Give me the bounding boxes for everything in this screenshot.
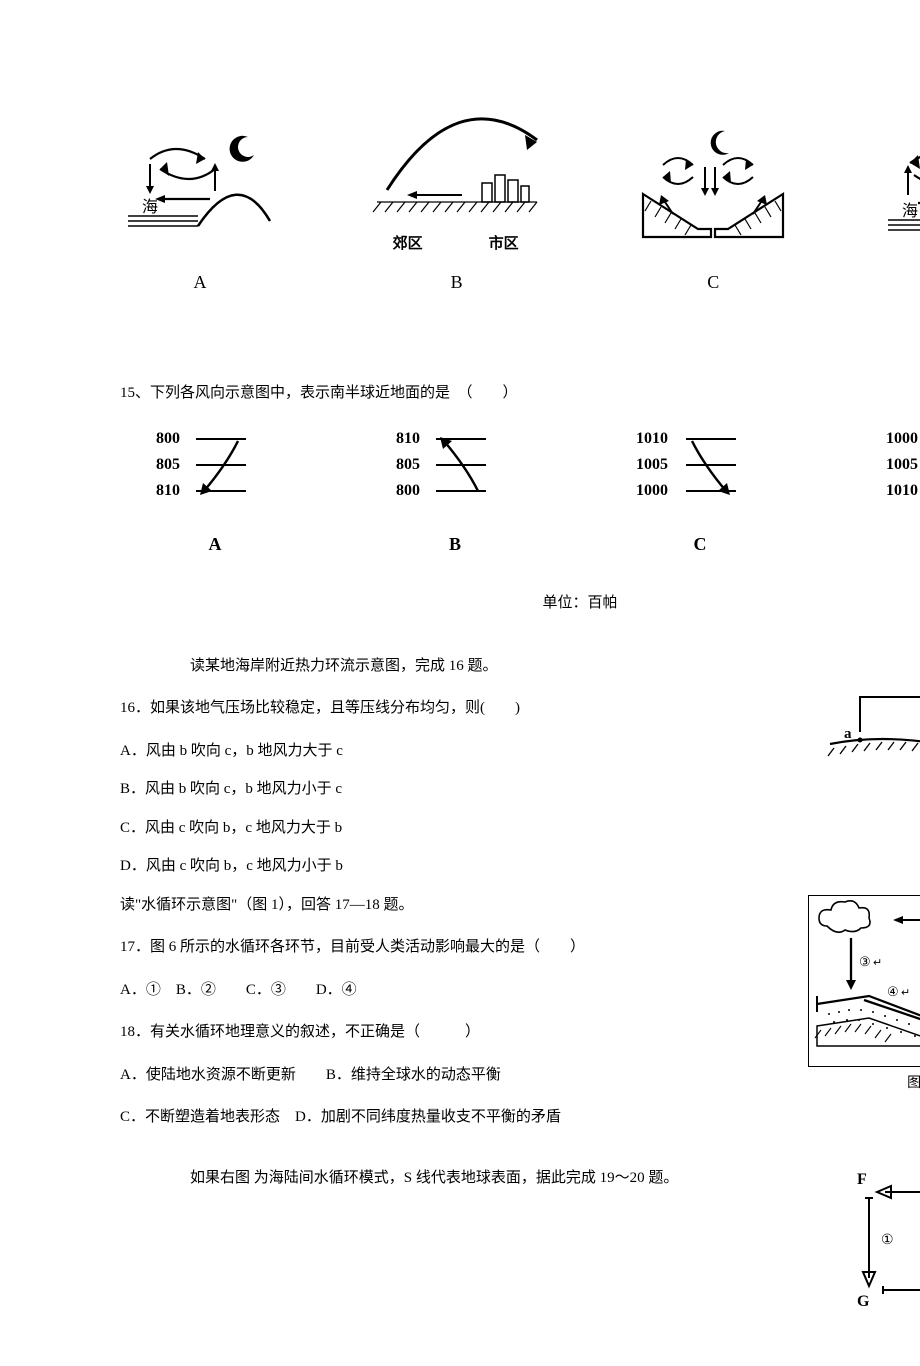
q17-text: 17．图 6 所示的水循环各环节，目前受人类活动影响最大的是（ ） (120, 933, 920, 962)
svg-text:F: F (857, 1171, 867, 1188)
q15-unit: 单位：百帕 (120, 589, 920, 618)
svg-text:a: a (844, 726, 852, 742)
sea-label-d: 海 (902, 202, 918, 220)
q19-figure: F E G H S ④ ① ③ ② (845, 1166, 920, 1327)
city-label: 市区 (489, 230, 519, 259)
svg-text:800: 800 (156, 430, 180, 447)
fig1-caption: 图 1↵ (808, 1071, 920, 1098)
svg-text:↵: ↵ (901, 987, 910, 999)
q16-figure: a b c (820, 652, 920, 813)
q14-panel-b: 郊区 市区 B (367, 90, 547, 299)
q14-panel-c-svg (633, 119, 793, 259)
q14-panel-d: 海 D (880, 119, 920, 299)
svg-text:1000: 1000 (636, 482, 668, 499)
suburb-label: 郊区 (393, 230, 423, 259)
svg-text:800: 800 (396, 482, 420, 499)
svg-text:805: 805 (156, 456, 180, 473)
q18-text: 18．有关水循环地理意义的叙述，不正确是（ ） (120, 1018, 920, 1047)
q16-intro: 读某地海岸附近热力环流示意图，完成 16 题。 (120, 652, 920, 681)
svg-text:③: ③ (859, 954, 871, 969)
q16-opt-a: A．风由 b 吹向 c，b 地风力大于 c (120, 737, 920, 766)
svg-text:1005: 1005 (886, 456, 918, 473)
q16-opt-b: B．风由 b 吹向 c，b 地风力小于 c (120, 775, 920, 804)
q17-intro: 读"水循环示意图"（图 1），回答 17—18 题。 (120, 891, 920, 920)
q18-opts-line1: A．使陆地水资源不断更新 B．维持全球水的动态平衡 (120, 1061, 920, 1090)
q15-figure-row: 800 805 810 A 810 805 800 B 1010 1005 (150, 421, 920, 561)
q15-panel-c: 1010 1005 1000 C (630, 421, 770, 561)
svg-text:1000: 1000 (886, 430, 918, 447)
q15-text: 15、下列各风向示意图中，表示南半球近地面的是 （ ） (120, 379, 920, 408)
svg-text:1010: 1010 (886, 482, 918, 499)
q17-opts: A．① B．② C．③ D．④ (120, 976, 920, 1005)
svg-text:810: 810 (396, 430, 420, 447)
svg-text:G: G (857, 1293, 870, 1310)
q16-text: 16．如果该地气压场比较稳定，且等压线分布均匀，则( ) (120, 694, 920, 723)
q15-panel-a: 800 805 810 A (150, 421, 280, 561)
q14-panel-c: C (633, 119, 793, 299)
sea-label: 海 (142, 198, 158, 216)
q15-panel-b: 810 805 800 B (390, 421, 520, 561)
q15-panel-d: 1000 1005 1010 D (880, 421, 920, 561)
q14-cap-c: C (707, 265, 719, 299)
q14-cap-b: B (451, 265, 463, 299)
q14-panel-a: 海 A (120, 119, 280, 299)
q17-figure: ② ↵ ③ ↵ ① ↵ ④ ↵ (809, 896, 920, 1056)
q16-opt-c: C．风由 c 吹向 b，c 地风力大于 b (120, 814, 920, 843)
q14-figure-row: 海 A (120, 90, 920, 299)
q14-panel-a-svg: 海 (120, 119, 280, 259)
svg-text:④: ④ (887, 984, 899, 999)
q18-opts-line2: C．不断塑造着地表形态 D．加剧不同纬度热量收支不平衡的矛盾 (120, 1103, 920, 1132)
q16-opt-d: D．风由 c 吹向 b，c 地风力小于 b (120, 852, 920, 881)
svg-text:1005: 1005 (636, 456, 668, 473)
svg-text:810: 810 (156, 482, 180, 499)
svg-text:1010: 1010 (636, 430, 668, 447)
q14-panel-d-svg: 海 (880, 119, 920, 259)
q17-figure-wrap: ② ↵ ③ ↵ ① ↵ ④ ↵ (808, 895, 920, 1098)
q14-cap-a: A (194, 265, 207, 299)
svg-text:805: 805 (396, 456, 420, 473)
q19-intro: 如果右图 为海陆间水循环模式，S 线代表地球表面，据此完成 19～20 题。 (120, 1164, 920, 1193)
svg-text:①: ① (881, 1233, 894, 1248)
q14-panel-b-svg (367, 90, 547, 230)
svg-text:↵: ↵ (873, 957, 882, 969)
